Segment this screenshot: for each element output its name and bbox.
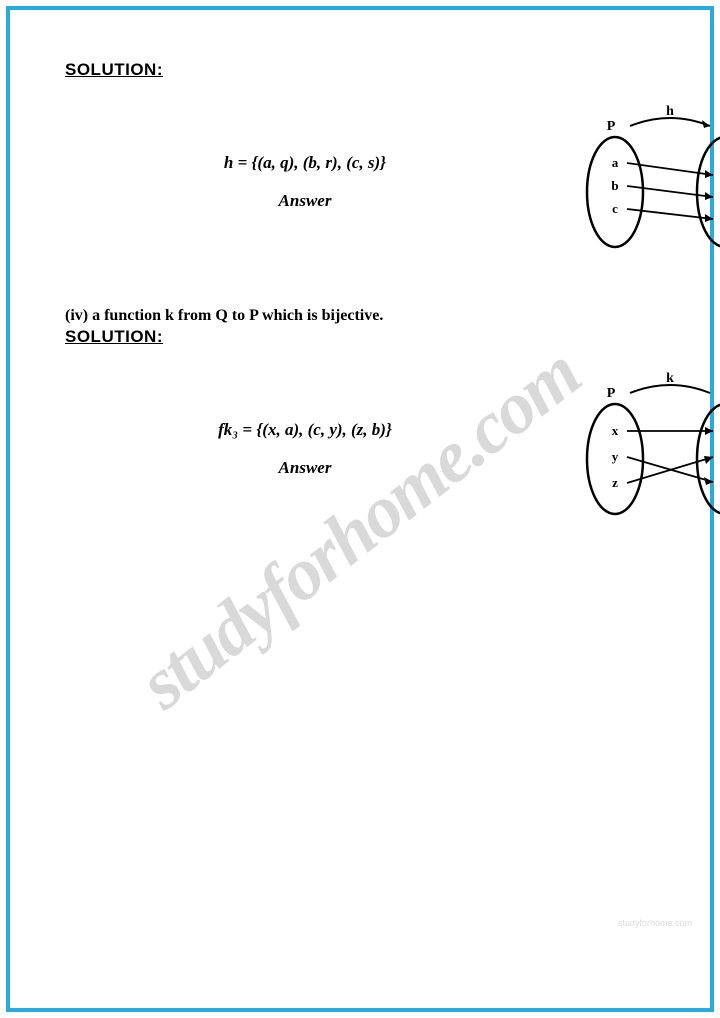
- svg-text:a: a: [612, 155, 619, 170]
- svg-text:z: z: [612, 475, 618, 490]
- set-left-label-2: P: [607, 386, 616, 401]
- svg-text:b: b: [611, 178, 618, 193]
- mapping-diagram-1: h P Q a b c p q r s: [575, 102, 720, 262]
- solution-row-1: h = {(a, q), (b, r), (c, s)} Answer h P …: [65, 102, 720, 262]
- set-left-label-1: P: [607, 119, 616, 134]
- formula-block-2: fk₃ = {(x, a), (c, y), (z, b)} Answer: [65, 420, 575, 478]
- page-frame: studyforhome.com SOLUTION: h = {(a, q), …: [6, 6, 714, 1012]
- formula-block-1: h = {(a, q), (b, r), (c, s)} Answer: [65, 153, 575, 211]
- svg-text:x: x: [612, 423, 619, 438]
- answer-label-2: Answer: [65, 458, 545, 478]
- func-label-2: k: [666, 371, 674, 386]
- mapping-diagram-2: k P Q x y z a b c: [575, 369, 720, 529]
- question-iv: (iv) a function k from Q to P which is b…: [65, 307, 720, 325]
- svg-text:y: y: [612, 449, 619, 464]
- answer-label-1: Answer: [65, 191, 545, 211]
- func-label-1: h: [666, 104, 674, 119]
- formula-1: h = {(a, q), (b, r), (c, s)}: [65, 153, 545, 173]
- solution-row-2: fk₃ = {(x, a), (c, y), (z, b)} Answer k …: [65, 369, 720, 529]
- footer-watermark: studyforhome.com: [618, 918, 692, 928]
- solution-heading-1: SOLUTION:: [65, 60, 720, 80]
- page-content: SOLUTION: h = {(a, q), (b, r), (c, s)} A…: [65, 60, 720, 529]
- solution-heading-2: SOLUTION:: [65, 327, 720, 347]
- svg-text:c: c: [612, 201, 618, 216]
- formula-2: fk₃ = {(x, a), (c, y), (z, b)}: [65, 420, 545, 440]
